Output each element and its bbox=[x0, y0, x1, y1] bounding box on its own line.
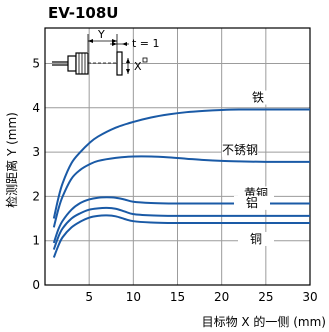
series-label-3: 铝 bbox=[246, 195, 258, 210]
series-label-0: 铁 bbox=[252, 91, 264, 105]
t-dim-arrow bbox=[112, 42, 117, 46]
x-square-symbol bbox=[142, 57, 148, 63]
x-tick-label-1: 10 bbox=[126, 290, 141, 304]
y-dim-arrow-left bbox=[88, 39, 93, 43]
y-tick-label-3: 3 bbox=[32, 145, 40, 159]
curves bbox=[52, 108, 311, 258]
x-tick-label-3: 20 bbox=[214, 290, 229, 304]
curve-series-3 bbox=[52, 206, 310, 250]
chart-title: EV-108U bbox=[48, 4, 118, 22]
target-plate bbox=[116, 51, 123, 76]
y-dim-arrow-right bbox=[112, 39, 117, 43]
curve-series-1 bbox=[52, 155, 311, 228]
curve-series-4 bbox=[52, 214, 310, 258]
x-tick-label-0: 5 bbox=[85, 290, 93, 304]
y-tick-labels: 0 1 2 3 4 5 bbox=[32, 56, 40, 292]
inset-y-label: Y bbox=[97, 28, 105, 41]
curve-series-0 bbox=[52, 108, 310, 219]
series-label-bg-3 bbox=[234, 195, 270, 210]
inset-x-label: X bbox=[134, 60, 142, 73]
x-axis-label: 目标物 X 的一侧 (mm) bbox=[202, 314, 326, 329]
series-label-bg-0 bbox=[240, 90, 276, 105]
y-tick-label-4: 4 bbox=[32, 101, 40, 115]
x-tick-label-4: 25 bbox=[258, 290, 273, 304]
series-label-bg-4 bbox=[238, 231, 274, 246]
y-tick-label-2: 2 bbox=[32, 189, 40, 203]
inset-t-label: t = 1 bbox=[132, 37, 160, 50]
x-dim-arrow-bottom bbox=[126, 69, 130, 74]
x-tick-labels: 5 10 15 20 25 30 bbox=[85, 290, 317, 304]
y-tick-label-0: 0 bbox=[32, 278, 40, 292]
x-tick-label-2: 15 bbox=[170, 290, 185, 304]
y-axis-label: 检测距离 Y (mm) bbox=[4, 112, 19, 208]
series-label-bg-1 bbox=[222, 142, 258, 157]
y-tick-label-1: 1 bbox=[32, 234, 40, 248]
y-tick-label-5: 5 bbox=[32, 56, 40, 70]
x-tick-label-5: 30 bbox=[302, 290, 317, 304]
t-dim-arrow-2 bbox=[122, 42, 127, 46]
curve-series-2 bbox=[52, 196, 310, 244]
x-dim-arrow-top bbox=[126, 58, 130, 63]
sensor-body bbox=[67, 55, 77, 72]
plot-frame bbox=[44, 27, 311, 286]
sensor-inset-diagram: Y t = 1 X bbox=[52, 28, 160, 76]
series-label-4: 铜 bbox=[250, 231, 262, 246]
series-label-1: 不锈钢 bbox=[222, 143, 258, 157]
